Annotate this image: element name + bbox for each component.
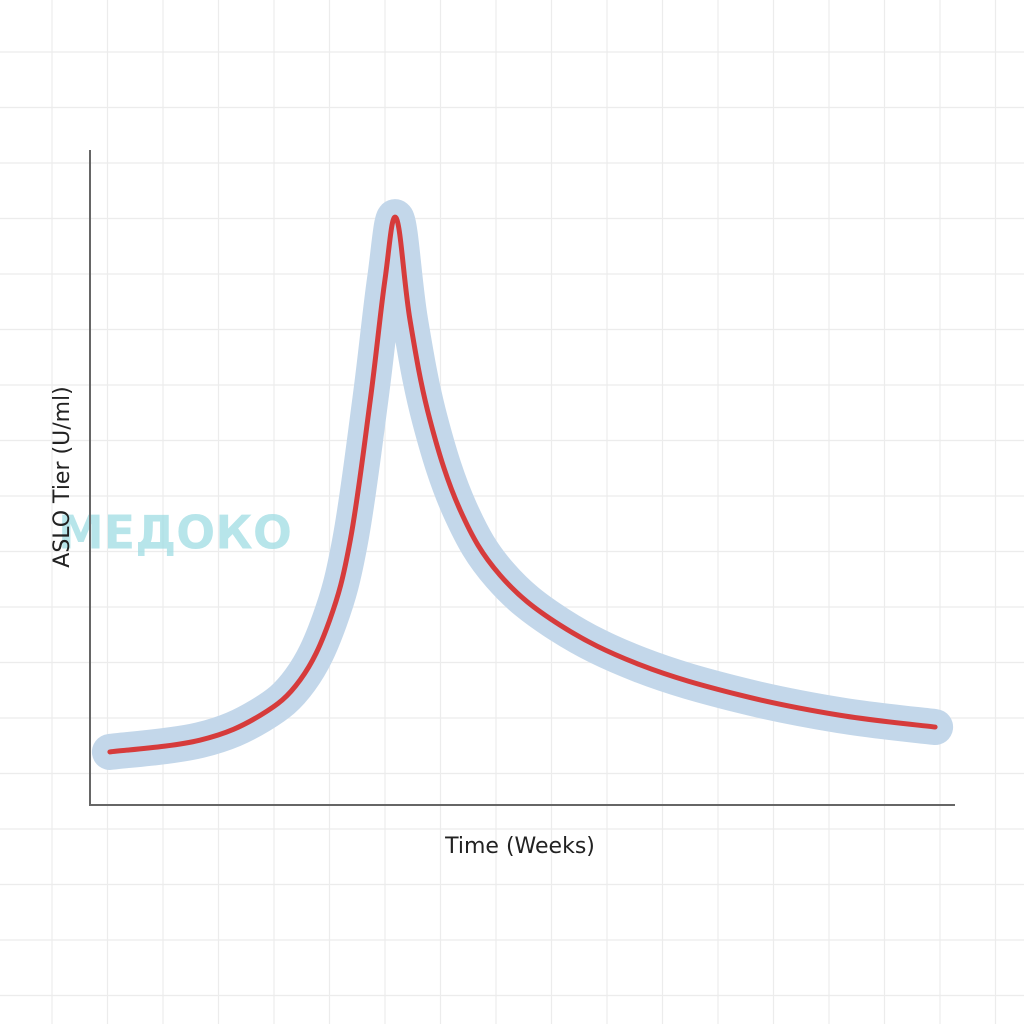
x-axis-label: Time (Weeks): [444, 834, 595, 859]
watermark: МЕДОКО: [58, 506, 292, 560]
line-halo: [91, 199, 954, 770]
line: [107, 214, 938, 755]
y-axis-label: ASLO Tier (U/ml): [50, 386, 75, 567]
